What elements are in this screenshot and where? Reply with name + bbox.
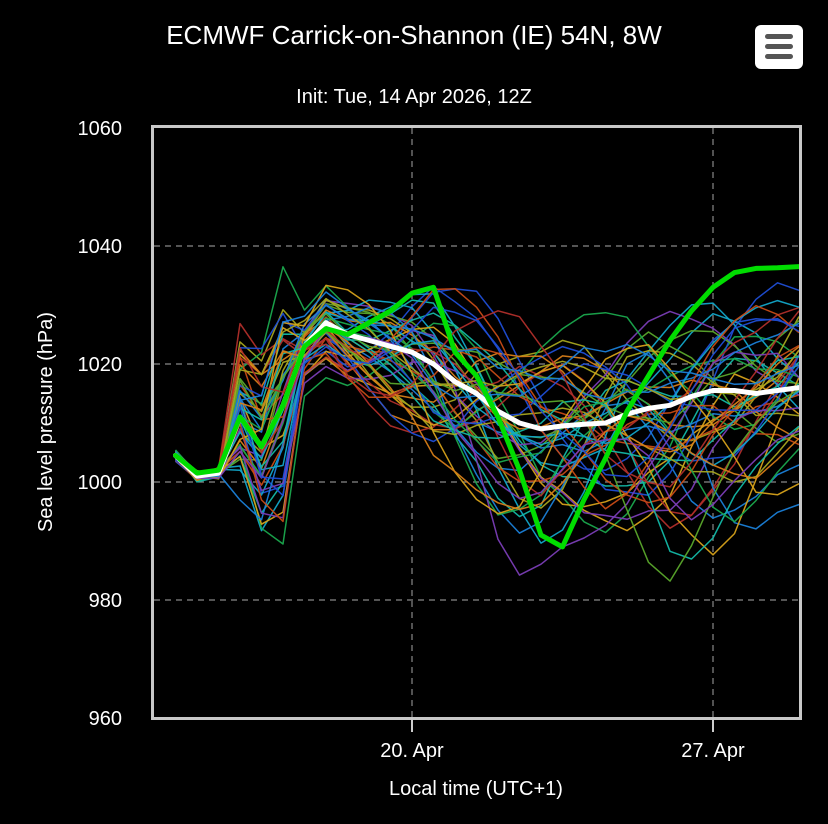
- highlighted-series: [173, 264, 802, 550]
- ensemble-member-line: [174, 326, 800, 511]
- ensemble-member-line: [174, 310, 800, 488]
- ensemble-member-line: [175, 306, 800, 480]
- ensemble-member-line: [174, 327, 800, 521]
- ensemble-member-line: [175, 287, 800, 523]
- y-tick-label: 980: [89, 590, 122, 612]
- y-tick-label: 1040: [78, 236, 123, 258]
- y-tick-label: 1060: [78, 118, 123, 140]
- menu-icon: [765, 34, 793, 39]
- ensemble-member-line: [174, 306, 800, 534]
- chart-title: ECMWF Carrick-on-Shannon (IE) 54N, 8W: [166, 20, 662, 50]
- x-axis-ticks: 20. Apr 27. Apr: [380, 718, 745, 762]
- x-tick-label: 27. Apr: [681, 740, 745, 762]
- chart-menu-button[interactable]: [755, 25, 803, 69]
- y-axis-title: Sea level pressure (hPa): [35, 312, 57, 532]
- ensemble-member-line: [174, 320, 800, 523]
- y-tick-label: 1020: [78, 354, 123, 376]
- ensemble-member-line: [175, 282, 800, 497]
- ensemble-member-line: [174, 299, 800, 483]
- ensemble-member-line: [175, 284, 800, 515]
- ensemble-member-line: [174, 322, 800, 545]
- ensemble-member-line: [174, 337, 800, 486]
- plot-border: [151, 125, 802, 720]
- ensemble-member-line: [174, 323, 800, 560]
- x-tick-label: 20. Apr: [380, 740, 444, 762]
- ensemble-member-line: [175, 330, 800, 582]
- ensemble-members: [174, 266, 800, 582]
- ensemble-member-line: [175, 331, 800, 483]
- y-axis-ticks: 960 980 1000 1020 1040 1060: [78, 118, 123, 730]
- y-tick-label: 1000: [78, 472, 123, 494]
- x-axis-title: Local time (UTC+1): [389, 778, 563, 800]
- ensemble-member-line: [175, 299, 800, 475]
- control-run-line: [173, 264, 802, 550]
- y-tick-label: 960: [89, 708, 122, 730]
- chart-subtitle: Init: Tue, 14 Apr 2026, 12Z: [296, 86, 532, 108]
